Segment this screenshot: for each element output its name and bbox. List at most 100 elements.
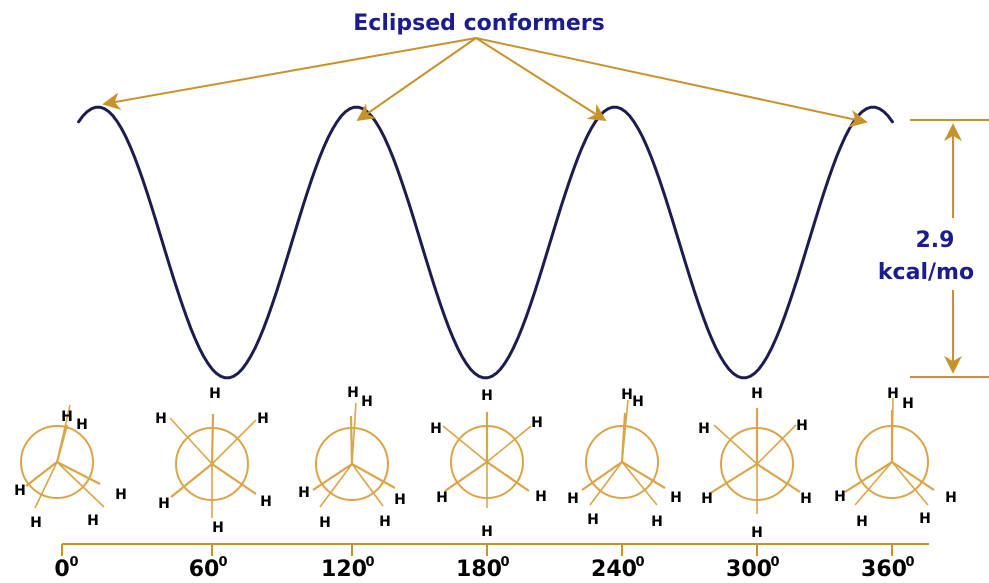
hydrogen-label: H <box>319 515 331 531</box>
hydrogen-label: H <box>361 394 373 410</box>
rear-carbon-circle <box>20 425 94 499</box>
angle-label-240: 240 <box>591 557 637 579</box>
hydrogen-label: H <box>115 487 127 503</box>
rear-bond <box>56 461 105 508</box>
rear-bond <box>319 463 353 508</box>
energy-curve <box>77 105 894 380</box>
rear-bond <box>169 417 213 465</box>
hydrogen-label: H <box>212 520 224 536</box>
hydrogen-label: H <box>856 514 868 530</box>
rear-bond <box>756 424 797 465</box>
hydrogen-label: H <box>347 385 359 401</box>
hydrogen-label: H <box>834 489 846 505</box>
hydrogen-label: H <box>902 396 914 412</box>
hydrogen-label: H <box>621 387 633 403</box>
rear-bond <box>854 461 893 506</box>
hydrogen-label: H <box>257 411 269 427</box>
hydrogen-label: H <box>800 491 812 507</box>
hydrogen-label: H <box>887 386 899 402</box>
rear-bond <box>713 424 758 465</box>
rear-bond <box>891 461 929 506</box>
angle-label-180: 180 <box>456 557 502 579</box>
angle-axis-ticks <box>61 544 893 556</box>
eclipsed-arrow-1 <box>102 37 477 111</box>
front-bond <box>170 463 213 498</box>
angle-label-360: 360 <box>861 557 907 579</box>
newman-projection: H H H H H H <box>430 388 547 540</box>
front-bond <box>844 461 893 493</box>
front-bond <box>25 461 58 487</box>
degree-mark: 0 <box>365 555 374 570</box>
hydrogen-label: H <box>535 489 547 505</box>
hydrogen-label: H <box>796 418 808 434</box>
angle-label-0: 0 <box>54 557 69 579</box>
hydrogen-label: H <box>209 386 221 402</box>
rear-carbon-circle <box>585 425 659 499</box>
hydrogen-label: H <box>30 515 42 531</box>
front-bond <box>444 461 488 492</box>
front-bond <box>210 413 215 465</box>
degree-mark: 0 <box>218 555 227 570</box>
front-bond <box>351 463 396 489</box>
front-bond <box>621 461 666 489</box>
angle-label-120: 120 <box>321 557 367 579</box>
eclipsed-arrow-3 <box>475 37 607 121</box>
front-bond <box>486 461 530 492</box>
eclipsed-arrow-4 <box>475 37 868 128</box>
rear-bond <box>211 419 257 465</box>
front-bond <box>211 463 257 495</box>
rear-bond <box>621 461 658 506</box>
rear-bond <box>34 461 58 509</box>
front-bond <box>349 415 354 465</box>
degree-mark: 0 <box>69 555 78 570</box>
hydrogen-label: H <box>158 496 170 512</box>
eclipsed-arrow-2 <box>356 37 477 122</box>
hydrogen-label: H <box>531 415 543 431</box>
rear-bond <box>486 425 532 463</box>
hydrogen-label: H <box>430 421 442 437</box>
hydrogen-label: H <box>670 490 682 506</box>
hydrogen-label: H <box>651 514 663 530</box>
rear-bond <box>351 463 384 507</box>
hydrogen-label: H <box>394 492 406 508</box>
title-arrows <box>102 37 868 128</box>
degree-mark: 0 <box>635 555 644 570</box>
degree-mark: 0 <box>500 555 509 570</box>
degree-mark: 0 <box>905 555 914 570</box>
hydrogen-label: H <box>481 388 493 404</box>
hydrogen-label: H <box>632 394 644 410</box>
hydrogen-label: H <box>481 524 493 540</box>
front-bond <box>55 424 69 463</box>
degree-mark: 0 <box>770 555 779 570</box>
hydrogen-label: H <box>76 417 88 433</box>
front-bond <box>581 461 623 491</box>
rear-bond <box>589 461 623 506</box>
hydrogen-label: H <box>701 491 713 507</box>
hydrogen-label: H <box>919 511 931 527</box>
hydrogen-label: H <box>379 514 391 530</box>
energy-barrier-bracket <box>910 119 989 378</box>
hydrogen-label: H <box>698 421 710 437</box>
hydrogen-label: H <box>567 491 579 507</box>
diagram-title: Eclipsed conformers <box>353 11 604 36</box>
front-bond <box>708 463 758 495</box>
hydrogen-label: H <box>260 494 272 510</box>
energy-value: 2.9 <box>916 228 955 253</box>
hydrogen-label: H <box>436 490 448 506</box>
front-bond <box>756 463 801 493</box>
hydrogen-label: H <box>87 513 99 529</box>
hydrogen-label: H <box>155 411 167 427</box>
hydrogen-label: H <box>61 409 73 425</box>
angle-label-60: 60 <box>189 557 220 579</box>
front-bond <box>312 463 353 491</box>
hydrogen-label: H <box>751 525 763 541</box>
energy-unit: kcal/mo <box>878 260 974 285</box>
